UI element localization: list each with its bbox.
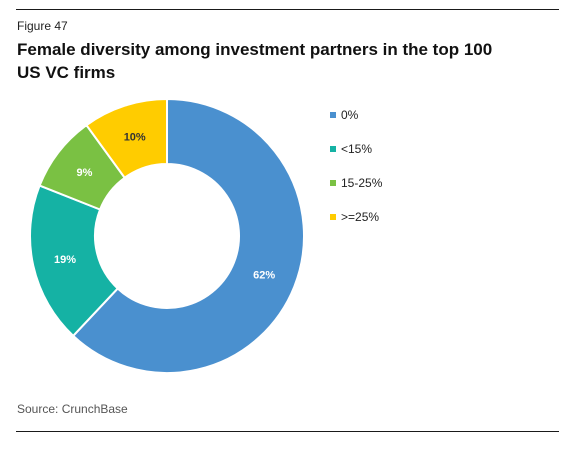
donut-data-label-1: 62% (253, 269, 275, 281)
donut-data-label-3: 9% (76, 167, 92, 179)
donut-data-label-4: 10% (124, 132, 146, 144)
legend-swatch-4 (330, 214, 336, 220)
chart-title: Female diversity among investment partne… (17, 40, 493, 82)
legend-swatch-3 (330, 180, 336, 186)
chart-legend: 0% <15% 15-25% >=25% (330, 107, 530, 243)
legend-label-3: 15-25% (341, 176, 383, 190)
donut-slice-1 (71, 97, 305, 374)
legend-item-2: <15% (330, 141, 530, 157)
legend-item-3: 15-25% (330, 175, 530, 191)
legend-swatch-1 (330, 112, 336, 118)
legend-label-1: 0% (341, 108, 359, 122)
figure-label: Figure 47 (17, 19, 68, 33)
top-rule (16, 9, 559, 10)
donut-slice-4 (85, 97, 168, 180)
donut-data-label-2: 19% (54, 254, 76, 266)
legend-item-1: 0% (330, 107, 530, 123)
legend-label-4: >=25% (341, 210, 380, 224)
legend-label-2: <15% (341, 142, 373, 156)
source-note: Source: CrunchBase (17, 402, 128, 416)
legend-item-4: >=25% (330, 209, 530, 225)
legend-swatch-2 (330, 146, 336, 152)
bottom-rule (16, 431, 559, 432)
